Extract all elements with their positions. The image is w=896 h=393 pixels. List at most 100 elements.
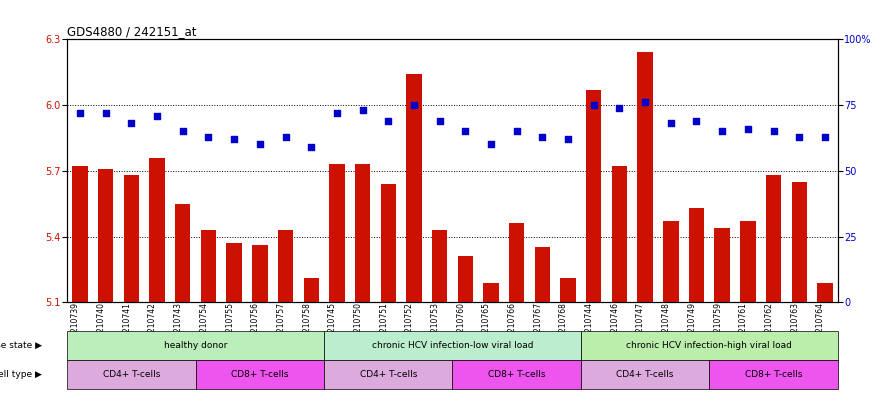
- Bar: [637, 52, 653, 302]
- Bar: [329, 164, 345, 302]
- Text: GSM1210755: GSM1210755: [225, 302, 234, 353]
- Text: GSM1210761: GSM1210761: [739, 302, 748, 353]
- Bar: [406, 74, 422, 302]
- Text: GSM1210742: GSM1210742: [148, 302, 157, 353]
- Text: CD4+ T-cells: CD4+ T-cells: [103, 370, 160, 379]
- Bar: [766, 175, 781, 302]
- Text: GSM1210765: GSM1210765: [482, 302, 491, 353]
- Text: GSM1210744: GSM1210744: [585, 302, 594, 353]
- Bar: [740, 221, 755, 302]
- Bar: [195, 360, 324, 389]
- Text: healthy donor: healthy donor: [164, 341, 228, 350]
- Point: [330, 110, 344, 116]
- Point: [510, 128, 524, 134]
- Text: GSM1210743: GSM1210743: [174, 302, 183, 353]
- Point: [253, 141, 267, 148]
- Bar: [381, 184, 396, 302]
- Bar: [581, 331, 838, 360]
- Bar: [560, 278, 576, 302]
- Text: GSM1210754: GSM1210754: [200, 302, 209, 353]
- Text: GSM1210747: GSM1210747: [636, 302, 645, 353]
- Text: CD8+ T-cells: CD8+ T-cells: [231, 370, 289, 379]
- Point: [766, 128, 780, 134]
- Bar: [304, 278, 319, 302]
- Bar: [252, 245, 268, 302]
- Bar: [201, 230, 216, 302]
- Point: [279, 134, 293, 140]
- Point: [356, 107, 370, 114]
- Text: CD8+ T-cells: CD8+ T-cells: [745, 370, 802, 379]
- Text: GSM1210768: GSM1210768: [559, 302, 568, 353]
- Text: GSM1210745: GSM1210745: [328, 302, 337, 353]
- Bar: [586, 90, 601, 302]
- Bar: [509, 223, 524, 302]
- Text: GSM1210756: GSM1210756: [251, 302, 260, 353]
- Point: [638, 99, 652, 106]
- Text: chronic HCV infection-high viral load: chronic HCV infection-high viral load: [626, 341, 792, 350]
- Point: [664, 120, 678, 127]
- Text: GSM1210751: GSM1210751: [379, 302, 388, 353]
- Bar: [483, 283, 499, 302]
- Bar: [663, 221, 678, 302]
- Point: [715, 128, 729, 134]
- Bar: [612, 166, 627, 302]
- Bar: [817, 283, 832, 302]
- Text: GSM1210767: GSM1210767: [533, 302, 542, 353]
- Point: [99, 110, 113, 116]
- Text: cell type ▶: cell type ▶: [0, 370, 41, 379]
- Point: [176, 128, 190, 134]
- Text: GDS4880 / 242151_at: GDS4880 / 242151_at: [67, 25, 197, 38]
- Bar: [710, 360, 838, 389]
- Bar: [714, 228, 730, 302]
- Bar: [73, 166, 88, 302]
- Point: [73, 110, 87, 116]
- Point: [381, 118, 395, 124]
- Point: [150, 112, 164, 119]
- Point: [458, 128, 472, 134]
- Bar: [124, 175, 139, 302]
- Point: [561, 136, 575, 142]
- Point: [484, 141, 498, 148]
- Text: GSM1210759: GSM1210759: [713, 302, 722, 353]
- Point: [407, 102, 421, 108]
- Text: GSM1210748: GSM1210748: [662, 302, 671, 353]
- Bar: [175, 204, 191, 302]
- Text: GSM1210740: GSM1210740: [97, 302, 106, 353]
- Bar: [355, 164, 370, 302]
- Text: GSM1210757: GSM1210757: [277, 302, 286, 353]
- Text: GSM1210749: GSM1210749: [687, 302, 696, 353]
- Bar: [150, 158, 165, 302]
- Point: [433, 118, 447, 124]
- Text: GSM1210753: GSM1210753: [431, 302, 440, 353]
- Text: CD4+ T-cells: CD4+ T-cells: [359, 370, 417, 379]
- Bar: [324, 360, 452, 389]
- Text: GSM1210750: GSM1210750: [354, 302, 363, 353]
- Point: [227, 136, 241, 142]
- Bar: [581, 360, 710, 389]
- Text: CD4+ T-cells: CD4+ T-cells: [616, 370, 674, 379]
- Text: GSM1210766: GSM1210766: [508, 302, 517, 353]
- Bar: [67, 360, 195, 389]
- Text: GSM1210760: GSM1210760: [456, 302, 465, 353]
- Bar: [791, 182, 807, 302]
- Text: GSM1210739: GSM1210739: [71, 302, 80, 353]
- Text: GSM1210746: GSM1210746: [610, 302, 619, 353]
- Bar: [689, 208, 704, 302]
- Text: GSM1210763: GSM1210763: [790, 302, 799, 353]
- Bar: [458, 256, 473, 302]
- Text: GSM1210764: GSM1210764: [816, 302, 825, 353]
- Bar: [452, 360, 581, 389]
- Text: disease state ▶: disease state ▶: [0, 341, 41, 350]
- Point: [818, 134, 832, 140]
- Text: GSM1210752: GSM1210752: [405, 302, 414, 353]
- Bar: [227, 243, 242, 302]
- Bar: [98, 169, 114, 302]
- Text: CD8+ T-cells: CD8+ T-cells: [488, 370, 546, 379]
- Bar: [535, 248, 550, 302]
- Point: [535, 134, 549, 140]
- Bar: [278, 230, 293, 302]
- Point: [741, 126, 755, 132]
- Point: [587, 102, 601, 108]
- Point: [202, 134, 216, 140]
- Text: GSM1210762: GSM1210762: [764, 302, 773, 353]
